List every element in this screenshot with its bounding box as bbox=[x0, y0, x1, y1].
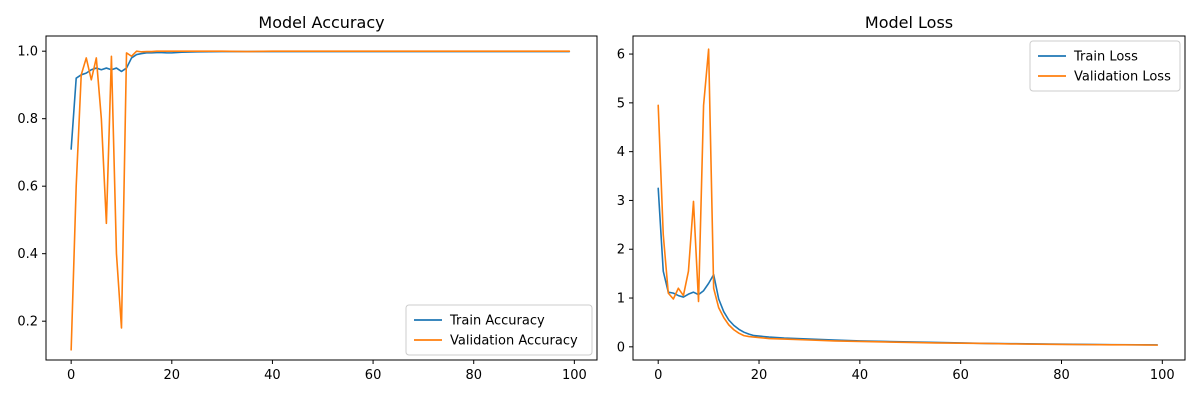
x-tick-label: 100 bbox=[562, 368, 587, 383]
legend-box bbox=[1029, 40, 1181, 92]
x-tick-label: 0 bbox=[654, 368, 662, 383]
y-tick-label: 4 bbox=[617, 145, 625, 160]
legend-label: Validation Accuracy bbox=[450, 334, 578, 349]
plot-frame bbox=[632, 35, 1186, 361]
series-line-validation-loss bbox=[657, 48, 1159, 346]
y-tick-label: 2 bbox=[617, 243, 625, 258]
plot-frame bbox=[45, 35, 598, 361]
y-tick-label: 0.2 bbox=[17, 315, 38, 330]
x-tick-label: 80 bbox=[465, 368, 482, 383]
x-tick-label: 40 bbox=[264, 368, 281, 383]
legend: Train Accuracy Validation Accuracy bbox=[405, 304, 593, 356]
legend-box bbox=[405, 304, 593, 356]
x-tick-label: 0 bbox=[67, 368, 75, 383]
x-tick-label: 80 bbox=[1053, 368, 1070, 383]
chart-title: Model Loss bbox=[865, 13, 953, 32]
x-tick-label: 20 bbox=[751, 368, 768, 383]
y-tick-label: 5 bbox=[617, 96, 625, 111]
x-tick-label: 60 bbox=[365, 368, 382, 383]
accuracy-chart: Model Accuracy 0 20 40 60 80 100 0.2 0.4 0.6 0.8 1.… bbox=[17, 13, 598, 383]
series-line-validation-accuracy bbox=[70, 50, 571, 351]
y-tick-label: 1 bbox=[617, 292, 625, 307]
x-tick-label: 60 bbox=[952, 368, 969, 383]
x-tick-label: 20 bbox=[164, 368, 181, 383]
series-line-train-loss bbox=[657, 187, 1159, 346]
x-tick-label: 100 bbox=[1150, 368, 1175, 383]
legend-label: Validation Loss bbox=[1074, 70, 1171, 85]
y-tick-label: 1.0 bbox=[17, 45, 38, 60]
legend: Train Loss Validation Loss bbox=[1029, 40, 1181, 92]
series-line-train-accuracy bbox=[70, 50, 571, 150]
legend-label: Train Accuracy bbox=[449, 314, 545, 329]
y-tick-label: 0.4 bbox=[17, 247, 38, 262]
y-tick-label: 0 bbox=[617, 340, 625, 355]
legend-label: Train Loss bbox=[1073, 50, 1138, 65]
y-tick-label: 0.6 bbox=[17, 180, 38, 195]
loss-chart: Model Loss 0 20 40 60 80 100 0 1 2 3 4 5 6 Train Loss V… bbox=[617, 13, 1186, 383]
y-tick-label: 3 bbox=[617, 194, 625, 209]
chart-title: Model Accuracy bbox=[258, 13, 384, 32]
y-tick-label: 6 bbox=[617, 48, 625, 63]
x-tick-label: 40 bbox=[852, 368, 869, 383]
y-tick-label: 0.8 bbox=[17, 112, 38, 127]
